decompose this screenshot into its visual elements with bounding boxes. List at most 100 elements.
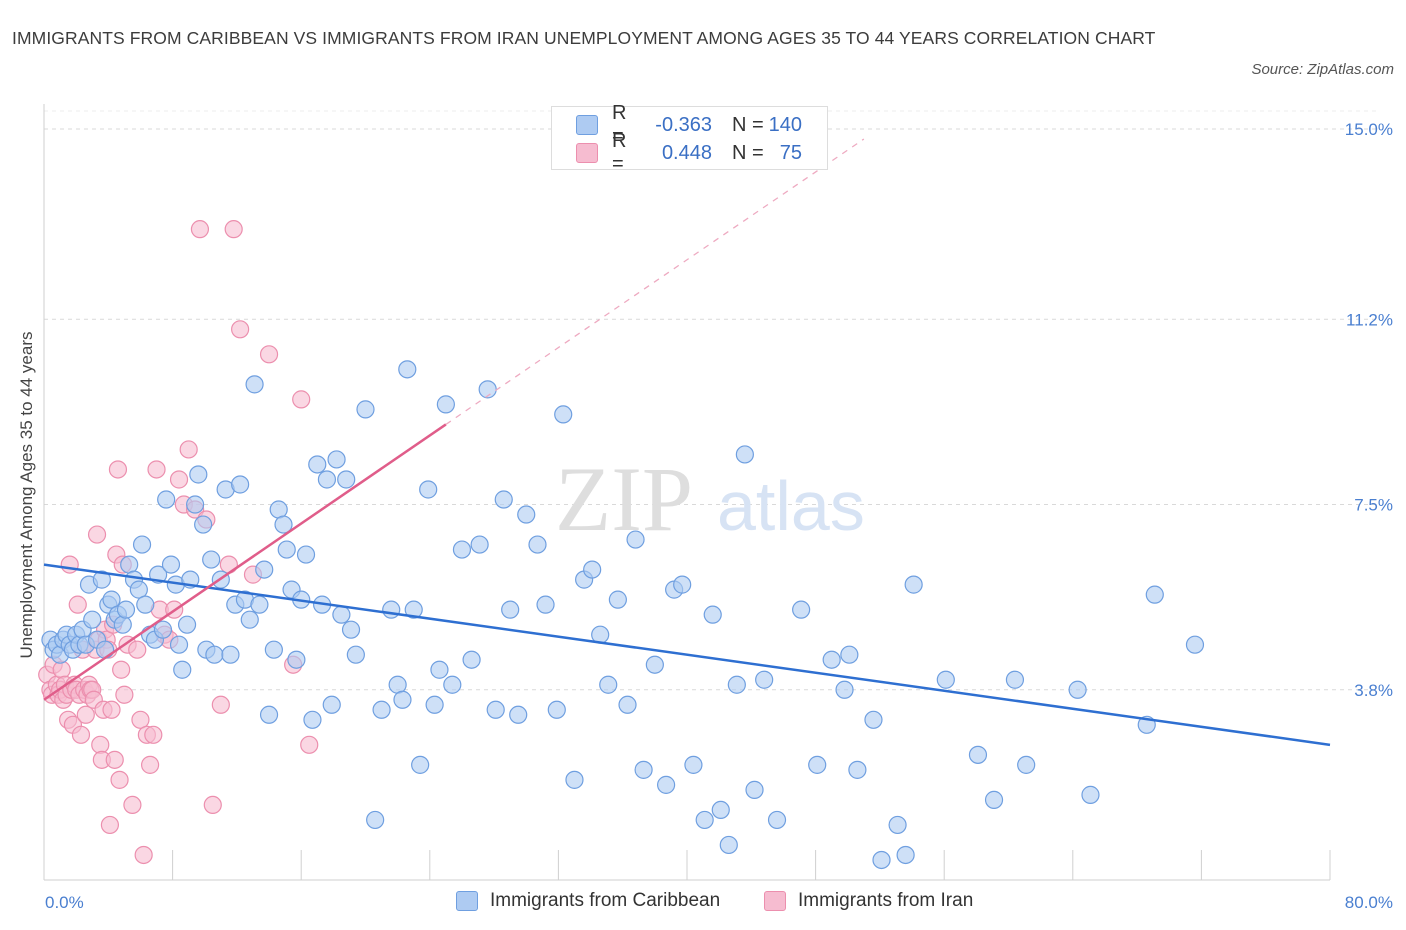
iran-point	[76, 705, 95, 724]
caribbean-point	[1145, 585, 1164, 604]
caribbean-point	[684, 755, 703, 774]
iran-point	[144, 725, 163, 744]
caribbean-point	[372, 700, 391, 719]
caribbean-point	[835, 680, 854, 699]
caribbean-point	[269, 500, 288, 519]
iran-point	[102, 700, 121, 719]
caribbean-point	[470, 535, 489, 554]
caribbean-point	[341, 620, 361, 639]
iran-point	[115, 685, 134, 704]
iran-point	[140, 755, 160, 774]
caribbean-point	[984, 790, 1004, 809]
iran-point	[112, 660, 131, 679]
tick-labels: 3.8% 7.5% 11.2% 15.0% 0.0% 80.0%	[45, 120, 1393, 912]
caribbean-point	[177, 615, 197, 634]
caribbean-point	[1185, 635, 1205, 654]
iran-point	[87, 525, 107, 544]
x-tick-label: 80.0%	[1345, 893, 1393, 912]
caribbean-point	[83, 610, 102, 629]
caribbean-point	[645, 655, 664, 674]
iran-point	[179, 440, 198, 459]
caribbean-point	[411, 755, 430, 774]
caribbean-point	[157, 490, 176, 509]
caribbean-point	[337, 470, 356, 489]
iran-point	[71, 725, 91, 744]
y-tick-label: 11.2%	[1346, 310, 1393, 329]
caribbean-point	[711, 800, 730, 820]
iran-point	[292, 390, 311, 409]
caribbean-point	[509, 705, 528, 724]
iran-point	[68, 595, 87, 614]
caribbean-point	[767, 810, 787, 830]
x-tick-label: 0.0%	[45, 893, 84, 912]
iran-point	[224, 220, 243, 239]
caribbean-point	[186, 495, 205, 514]
caribbean-point	[245, 375, 264, 394]
legend-swatch-caribbean	[576, 115, 598, 135]
caribbean-point	[393, 690, 412, 709]
caribbean-point	[296, 545, 316, 564]
caribbean-point	[317, 470, 337, 489]
caribbean-points	[41, 360, 1205, 870]
chart-title: IMMIGRANTS FROM CARIBBEAN VS IMMIGRANTS …	[12, 28, 1156, 48]
caribbean-point	[129, 580, 148, 599]
legend-row-iran: R = 0.448 N = 75	[576, 130, 802, 175]
iran-point	[100, 815, 120, 835]
caribbean-point	[356, 400, 375, 419]
source-label: Source: ZipAtlas.com	[1251, 61, 1394, 78]
iran-point	[110, 770, 129, 789]
caribbean-point	[695, 810, 714, 830]
bottom-legend-caribbean: Immigrants from Caribbean	[456, 890, 720, 912]
caribbean-point	[161, 555, 181, 574]
caribbean-point	[346, 645, 365, 664]
caribbean-point	[102, 590, 121, 609]
caribbean-point	[626, 530, 645, 549]
trend-lines	[43, 138, 1331, 747]
caribbean-point	[95, 640, 115, 659]
legend: R = -0.363 N = 140 R = 0.448 N = 75	[551, 102, 828, 175]
caribbean-point	[1081, 785, 1100, 804]
iran-point	[52, 660, 71, 679]
iran-point	[123, 795, 142, 815]
caribbean-point	[322, 695, 341, 714]
legend-r-value: -0.363	[655, 113, 712, 136]
caribbean-point	[848, 760, 867, 779]
caribbean-point	[388, 675, 407, 694]
caribbean-point	[231, 475, 250, 494]
caribbean-point	[486, 700, 505, 719]
caribbean-point	[554, 405, 573, 424]
caribbean-point	[536, 595, 555, 614]
caribbean-point	[755, 670, 774, 689]
iran-point	[60, 555, 79, 574]
caribbean-point	[1005, 670, 1025, 689]
caribbean-point	[194, 515, 213, 534]
caribbean-point	[303, 710, 322, 729]
caribbean-point	[547, 700, 566, 719]
legend-row-caribbean: R = -0.363 N = 140	[576, 102, 802, 147]
iran-point	[147, 460, 166, 479]
legend-r-label: R =	[612, 130, 627, 175]
caribbean-point	[332, 605, 351, 624]
bottom-legend-swatch-caribbean	[456, 891, 478, 911]
caribbean-point	[657, 775, 676, 794]
caribbean-point	[277, 540, 296, 559]
caribbean-point	[565, 770, 584, 789]
caribbean-point	[501, 600, 520, 619]
caribbean-point	[221, 645, 240, 664]
y-axis-label: Unemployment Among Ages 35 to 44 years	[17, 332, 36, 659]
bottom-legend-iran: Immigrants from Iran	[764, 890, 973, 912]
caribbean-point	[808, 755, 827, 774]
caribbean-point	[608, 590, 627, 609]
caribbean-point	[92, 570, 111, 589]
caribbean-point	[153, 620, 173, 639]
bottom-legend-label-iran: Immigrants from Iran	[798, 890, 974, 911]
caribbean-point	[382, 600, 401, 619]
legend-r-label: R =	[612, 102, 627, 147]
caribbean-point	[1017, 755, 1036, 774]
caribbean-point	[202, 550, 221, 569]
iran-point	[211, 695, 230, 714]
bottom-legend-swatch-iran	[764, 891, 786, 911]
y-tick-label: 7.5%	[1354, 496, 1393, 515]
iran-point	[108, 460, 128, 479]
